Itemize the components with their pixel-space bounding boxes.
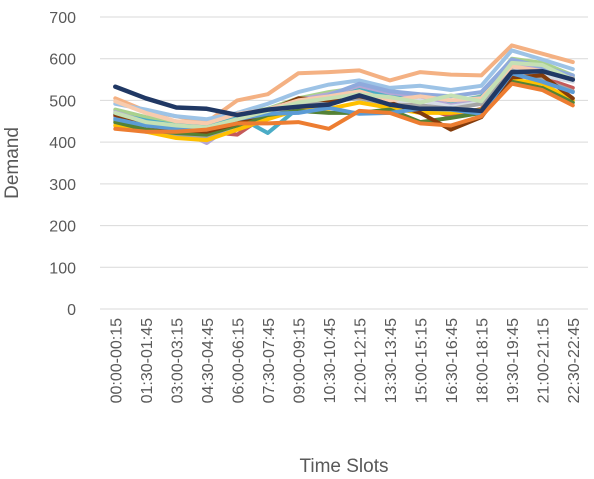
x-tick-label: 19:30-19:45: [505, 318, 522, 404]
x-tick-label: 15:00-15:15: [413, 318, 430, 404]
x-tick-label: 13:30-13:45: [383, 318, 400, 404]
y-tick-label: 200: [49, 219, 76, 236]
x-tick-label: 01:30-01:45: [139, 318, 156, 404]
x-tick-label: 00:00-00:15: [108, 318, 125, 404]
x-tick-label: 22:30-22:45: [566, 318, 583, 404]
x-tick-label: 04:30-04:45: [200, 318, 217, 404]
series-line: [113, 48, 575, 122]
x-tick-label: 06:00-06:15: [230, 318, 247, 404]
x-tick-label: 18:00-18:15: [474, 318, 491, 404]
y-tick-label: 400: [49, 135, 76, 152]
y-tick-label: 500: [49, 93, 76, 110]
x-tick-label: 09:00-09:15: [291, 318, 308, 404]
x-axis-title: Time Slots: [299, 456, 388, 477]
x-tick-label: 21:00-21:15: [535, 318, 552, 404]
x-tick-label: 16:30-16:45: [444, 318, 461, 404]
y-tick-label: 300: [49, 177, 76, 194]
data-series: [113, 43, 576, 145]
y-tick-label: 100: [49, 260, 76, 277]
y-axis-ticks: 0 100 200 300 400 500 600 700: [49, 10, 76, 319]
series-line: [113, 81, 575, 134]
y-tick-label: 700: [49, 10, 76, 27]
x-tick-label: 12:00-12:15: [352, 318, 369, 404]
y-tick-label: 600: [49, 52, 76, 69]
series-line: [113, 60, 575, 130]
y-axis-title: Demand: [2, 127, 23, 199]
y-tick-label: 0: [67, 302, 76, 319]
x-tick-label: 07:30-07:45: [261, 318, 278, 404]
x-tick-label: 03:00-03:15: [169, 318, 186, 404]
series-line: [113, 68, 576, 118]
x-tick-label: 10:30-10:45: [322, 318, 339, 404]
x-axis-ticks: 00:00-00:15 01:30-01:45 03:00-03:15 04:30-0…: [108, 318, 583, 404]
